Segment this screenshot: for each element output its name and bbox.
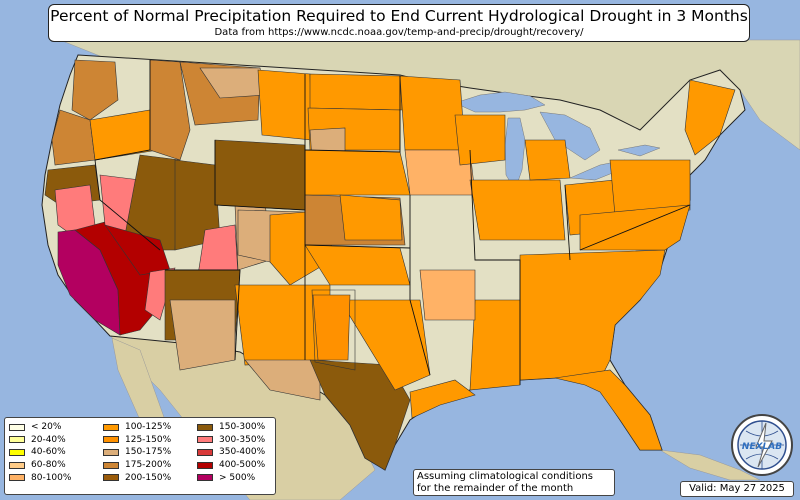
border-7 — [409, 195, 431, 376]
legend-label: 20-40% — [31, 434, 66, 445]
border-9 — [564, 184, 571, 261]
legend-item: 125-150% — [103, 434, 171, 447]
region-ne — [304, 149, 411, 196]
region-tx-red — [311, 289, 356, 371]
legend-label: 350-400% — [219, 447, 266, 458]
legend-label: < 20% — [31, 422, 62, 433]
legend-label: > 500% — [219, 472, 256, 483]
legend-swatch — [103, 474, 119, 482]
legend-swatch — [103, 436, 119, 444]
border-2 — [94, 159, 161, 251]
legend-label: 40-60% — [31, 447, 66, 458]
title-box: Percent of Normal Precipitation Required… — [48, 4, 750, 42]
logo-lightning-icon — [755, 422, 773, 468]
region-wa-west — [71, 59, 119, 121]
legend-item: 20-40% — [9, 434, 71, 447]
border-10 — [579, 204, 691, 251]
region-il-in — [469, 179, 566, 241]
region-nm — [169, 299, 236, 371]
border-1 — [94, 60, 151, 161]
legend-item: 150-300% — [197, 421, 265, 434]
legend-label: 400-500% — [219, 460, 266, 471]
region-ms-la — [469, 299, 521, 391]
lake-ontario — [617, 144, 661, 157]
lake-superior — [454, 91, 546, 113]
border-5 — [304, 76, 401, 153]
legend-swatch — [103, 448, 119, 456]
map-title: Percent of Normal Precipitation Required… — [50, 7, 748, 25]
region-tx-tan — [244, 359, 321, 401]
map-subtitle: Data from https://www.ncdc.noaa.gov/temp… — [214, 27, 584, 38]
legend-label: 125-150% — [125, 434, 172, 445]
legend-label: 150-300% — [219, 422, 266, 433]
region-ne-coast — [684, 79, 736, 156]
legend-item: 175-200% — [103, 459, 171, 472]
legend-swatch — [197, 448, 213, 456]
legend-label: 60-80% — [31, 460, 66, 471]
region-mi — [524, 139, 571, 181]
legend-item: 150-175% — [103, 446, 171, 459]
assumption-note: Assuming climatological conditions for t… — [413, 469, 615, 496]
region-nv-brown — [124, 154, 181, 251]
border-8 — [469, 149, 521, 385]
legend-item: 200-150% — [103, 471, 171, 484]
border-11 — [234, 269, 241, 361]
legend-item: > 500% — [197, 471, 265, 484]
legend-swatch — [9, 423, 25, 431]
legend-swatch — [9, 436, 25, 444]
legend-item: < 20% — [9, 421, 71, 434]
legend-item: 60-80% — [9, 459, 71, 472]
valid-date: Valid: May 27 2025 — [680, 481, 794, 497]
region-pa-ny — [609, 159, 691, 216]
nexlab-logo: NEXLAB — [731, 414, 793, 476]
region-se — [519, 249, 666, 381]
legend-label: 100-125% — [125, 422, 172, 433]
legend-item: 100-125% — [103, 421, 171, 434]
legend-item: 400-500% — [197, 459, 265, 472]
region-mt-se — [257, 69, 313, 141]
border-6 — [304, 244, 411, 249]
region-ar — [419, 269, 476, 321]
legend-swatch — [197, 423, 213, 431]
region-or-coast — [51, 109, 96, 166]
legend-item: 300-350% — [197, 434, 265, 447]
note-line-2: for the remainder of the month — [417, 483, 574, 494]
legend: < 20% 20-40% 40-60% 60-80% 80-100% 100-1… — [4, 417, 276, 495]
legend-label: 200-150% — [125, 472, 172, 483]
state-borders — [94, 60, 691, 385]
legend-swatch — [9, 461, 25, 469]
region-fl — [554, 369, 663, 451]
legend-swatch — [9, 448, 25, 456]
cuba-land — [659, 449, 761, 481]
region-nd — [309, 73, 403, 111]
legend-item: 80-100% — [9, 471, 71, 484]
legend-swatch — [103, 461, 119, 469]
region-tx-orange2 — [312, 294, 351, 361]
region-mn — [399, 75, 466, 151]
legend-column-2: 100-125% 125-150% 150-175% 175-200% 200-… — [103, 421, 171, 484]
legend-label: 150-175% — [125, 447, 172, 458]
region-wy — [214, 139, 306, 211]
legend-item: 40-60% — [9, 446, 71, 459]
legend-label: 300-350% — [219, 434, 266, 445]
region-tx-coast — [409, 379, 476, 419]
legend-item: 350-400% — [197, 446, 265, 459]
region-wi — [454, 114, 506, 166]
legend-label: 175-200% — [125, 460, 172, 471]
legend-label: 80-100% — [31, 472, 72, 483]
legend-swatch — [103, 423, 119, 431]
legend-swatch — [197, 474, 213, 482]
legend-swatch — [197, 461, 213, 469]
legend-swatch — [9, 474, 25, 482]
note-line-1: Assuming climatological conditions — [417, 471, 593, 482]
region-ks-orange — [339, 194, 403, 241]
legend-column-1: < 20% 20-40% 40-60% 60-80% 80-100% — [9, 421, 71, 484]
legend-swatch — [197, 436, 213, 444]
logo-text: NEXLAB — [742, 442, 782, 452]
legend-column-3: 150-300% 300-350% 350-400% 400-500% > 50… — [197, 421, 265, 484]
